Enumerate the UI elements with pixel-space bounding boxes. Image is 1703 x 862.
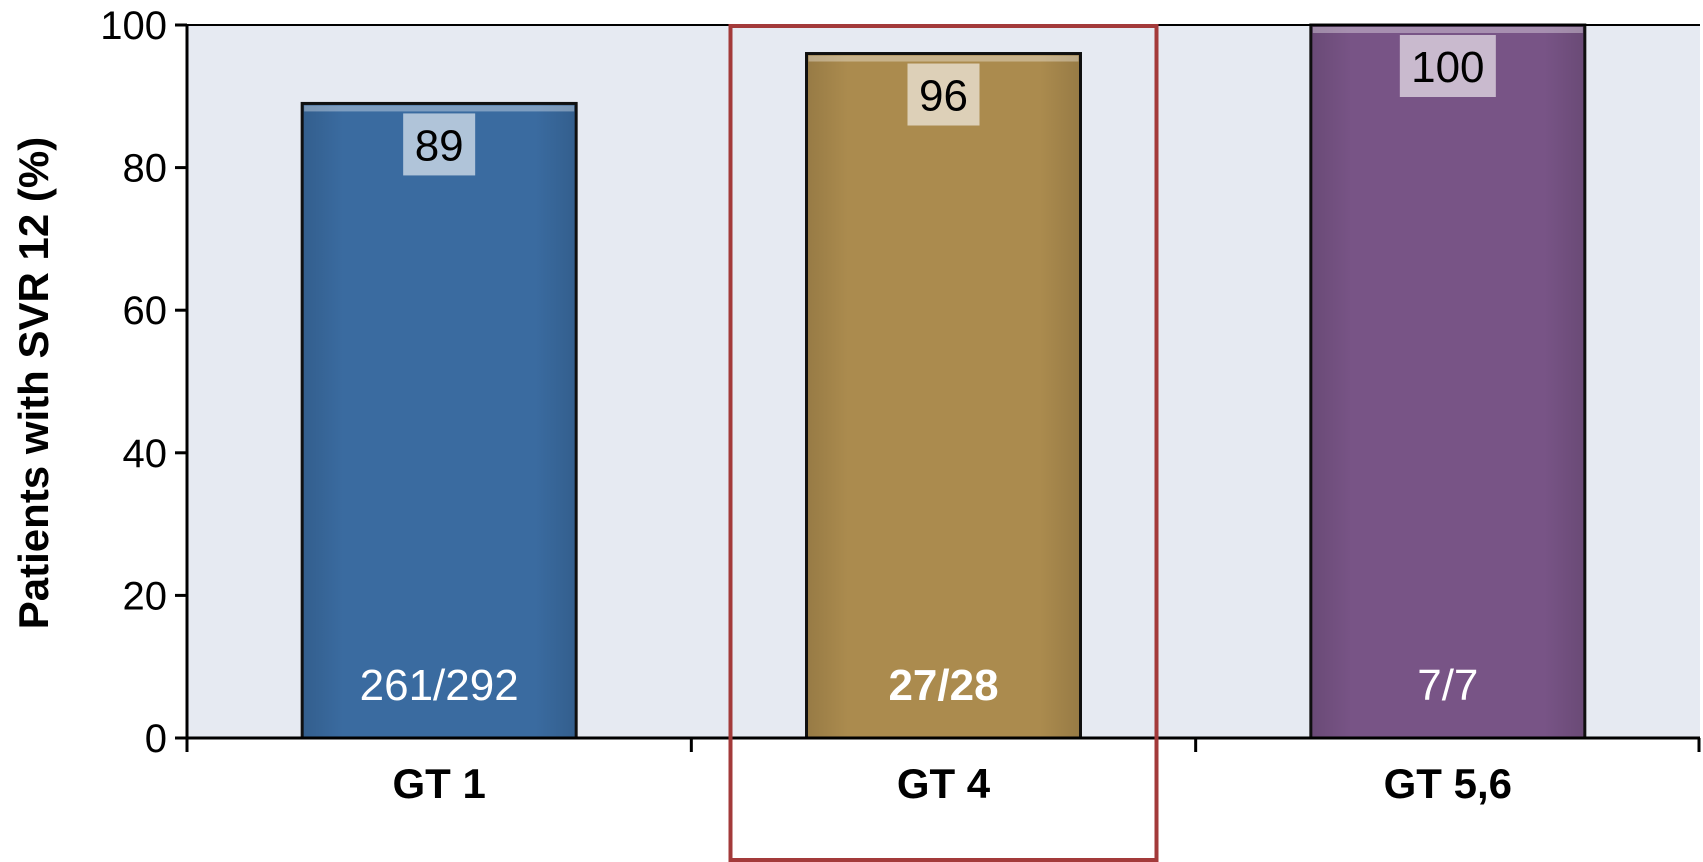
- count-label: 27/28: [888, 661, 998, 710]
- value-label: 96: [919, 72, 968, 121]
- count-label: 7/7: [1417, 661, 1478, 710]
- value-label-box: [403, 113, 476, 176]
- bar-shading: [1310, 25, 1585, 738]
- x-tick-label: GT 1: [392, 760, 485, 807]
- y-tick-label: 0: [145, 717, 167, 761]
- bar-shading: [302, 103, 577, 739]
- y-tick-label: 60: [123, 289, 168, 333]
- x-tick-label: GT 5,6: [1384, 760, 1512, 807]
- x-tick-label: GT 4: [897, 760, 991, 807]
- bar-top-bevel: [808, 55, 1079, 62]
- y-tick-label: 100: [100, 4, 167, 48]
- y-axis-label: Patients with SVR 12 (%): [10, 137, 57, 629]
- bar-top-bevel: [304, 105, 575, 112]
- value-label-box: [907, 63, 980, 126]
- y-tick-label: 20: [123, 574, 168, 618]
- bar-shading: [806, 53, 1081, 738]
- count-label: 261/292: [360, 661, 519, 710]
- value-label: 100: [1411, 43, 1484, 92]
- y-tick-label: 40: [123, 432, 168, 476]
- value-label-box: [1399, 35, 1496, 97]
- y-tick-label: 80: [123, 147, 168, 191]
- bar-top-bevel: [1312, 27, 1583, 33]
- value-label: 89: [415, 121, 464, 170]
- highlight-box: [728, 24, 1159, 862]
